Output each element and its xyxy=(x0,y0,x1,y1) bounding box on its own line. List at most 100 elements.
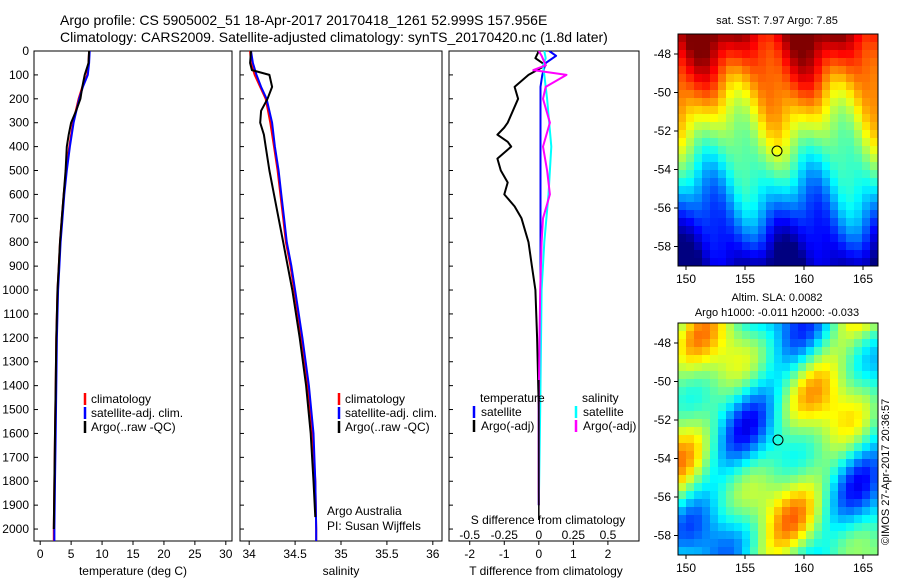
map-cell xyxy=(854,403,863,412)
map-cell xyxy=(806,491,815,500)
map-cell xyxy=(734,531,743,540)
map-cell xyxy=(854,122,863,131)
map-cell xyxy=(822,355,831,364)
map-cell xyxy=(726,162,735,171)
map-cell xyxy=(734,435,743,444)
map-cell xyxy=(790,507,799,516)
map-cell xyxy=(790,114,799,123)
map-cell xyxy=(734,331,743,340)
map-cell xyxy=(838,90,847,99)
map-cell xyxy=(758,178,767,187)
map-cell xyxy=(726,523,735,532)
map-cell xyxy=(710,146,719,155)
map-cell xyxy=(862,331,871,340)
map-cell xyxy=(774,491,783,500)
map-cell xyxy=(822,547,831,556)
map-cell xyxy=(766,50,775,59)
map-cell xyxy=(678,531,687,540)
map-cell xyxy=(822,146,831,155)
map-cell xyxy=(774,379,783,388)
map-cell xyxy=(774,234,783,243)
map-x-tick-label: 160 xyxy=(794,272,814,286)
map-cell xyxy=(782,98,791,107)
map-cell xyxy=(798,331,807,340)
map-cell xyxy=(702,218,711,227)
map-cell xyxy=(678,339,687,348)
map-cell xyxy=(750,515,759,524)
map-cell xyxy=(774,106,783,115)
map-cell xyxy=(750,106,759,115)
map-cell xyxy=(766,363,775,372)
credit-stamp: ©IMOS 27-Apr-2017 20:36:57 xyxy=(880,399,892,545)
map-cell xyxy=(678,226,687,235)
map-x-tick-label: 155 xyxy=(735,561,755,575)
map-cell xyxy=(782,339,791,348)
series-line-argo-raw-qc- xyxy=(52,51,91,530)
map-cell xyxy=(838,258,847,267)
map-cell xyxy=(838,427,847,436)
map-cell xyxy=(822,499,831,508)
map-cell xyxy=(838,66,847,75)
map-cell xyxy=(678,475,687,484)
map-cell xyxy=(846,499,855,508)
map-cell xyxy=(766,475,775,484)
map-cell xyxy=(798,363,807,372)
depth-tick-label: 1300 xyxy=(2,355,29,369)
map-cell xyxy=(830,379,839,388)
map-cell xyxy=(838,226,847,235)
map-cell xyxy=(734,242,743,251)
map-cell xyxy=(854,162,863,171)
map-cell xyxy=(694,226,703,235)
map-cell xyxy=(854,170,863,179)
map-cell xyxy=(838,523,847,532)
map-cell xyxy=(742,170,751,179)
map-cell xyxy=(726,363,735,372)
map-cell xyxy=(678,106,687,115)
map-cell xyxy=(750,250,759,259)
salinity-x-ticks: 34 34.5 35 35.5 36 xyxy=(243,541,440,561)
depth-tick-label: 700 xyxy=(9,211,29,225)
map-cell xyxy=(686,122,695,131)
map-cell xyxy=(710,331,719,340)
map-cell xyxy=(678,42,687,51)
map-cell xyxy=(798,547,807,556)
map-cell xyxy=(718,395,727,404)
map-cell xyxy=(838,547,847,556)
map-cell xyxy=(854,387,863,396)
map-cell xyxy=(814,242,823,251)
map-cell xyxy=(838,114,847,123)
map-cell xyxy=(742,98,751,107)
map-cell xyxy=(678,467,687,476)
map-cell xyxy=(814,515,823,524)
map-cell xyxy=(734,507,743,516)
map-cell xyxy=(838,130,847,139)
map-cell xyxy=(766,523,775,532)
map-cell xyxy=(782,515,791,524)
map-cell xyxy=(702,371,711,380)
map-cell xyxy=(718,339,727,348)
map-cell xyxy=(830,515,839,524)
map-cell xyxy=(846,114,855,123)
map-cell xyxy=(830,355,839,364)
depth-tick-label: 200 xyxy=(9,92,29,106)
map-cell xyxy=(862,146,871,155)
map-cell xyxy=(710,58,719,67)
map-cell xyxy=(790,170,799,179)
map-cell xyxy=(710,355,719,364)
map-cell xyxy=(862,379,871,388)
map-cell xyxy=(718,483,727,492)
map-cell xyxy=(758,331,767,340)
map-cell xyxy=(774,242,783,251)
map-cell xyxy=(774,82,783,91)
map-cell xyxy=(718,403,727,412)
map-cell xyxy=(806,114,815,123)
map-cell xyxy=(798,475,807,484)
map-cell xyxy=(774,459,783,468)
map-cell xyxy=(694,210,703,219)
map-cell xyxy=(718,154,727,163)
map-cell xyxy=(838,34,847,43)
map-cell xyxy=(806,427,815,436)
map-cell xyxy=(734,50,743,59)
map-cell xyxy=(854,539,863,548)
map-cell xyxy=(678,355,687,364)
